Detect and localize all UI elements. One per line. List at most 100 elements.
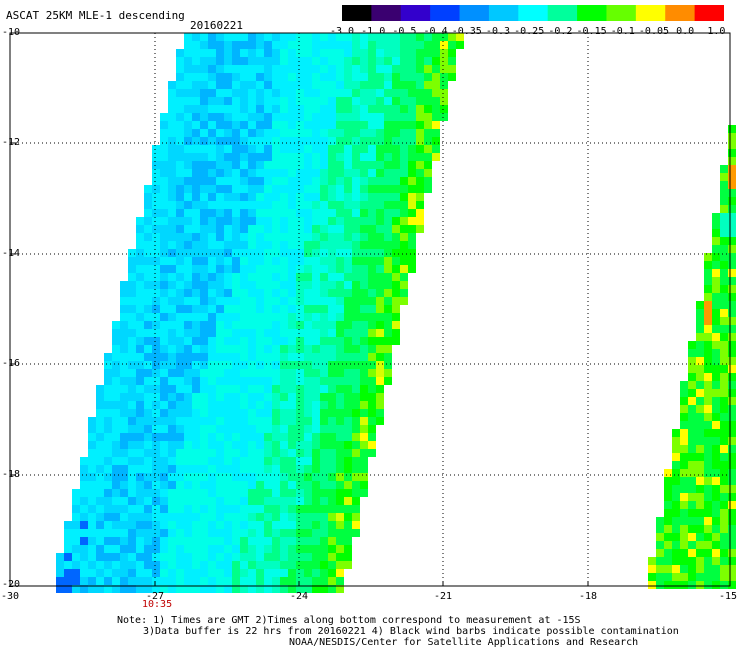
map-cell bbox=[184, 537, 192, 545]
map-cell bbox=[344, 305, 352, 313]
map-cell bbox=[296, 393, 304, 401]
map-cell bbox=[296, 265, 304, 273]
map-cell bbox=[328, 329, 336, 337]
map-cell bbox=[728, 357, 736, 365]
map-cell bbox=[344, 385, 352, 393]
map-cell bbox=[224, 457, 232, 465]
map-cell bbox=[720, 349, 728, 357]
map-cell bbox=[400, 281, 408, 289]
map-cell bbox=[312, 449, 320, 457]
map-cell bbox=[208, 177, 216, 185]
map-cell bbox=[200, 161, 208, 169]
map-cell bbox=[112, 401, 120, 409]
map-cell bbox=[680, 541, 688, 549]
map-cell bbox=[232, 497, 240, 505]
map-cell bbox=[688, 493, 696, 501]
map-cell bbox=[704, 421, 712, 429]
map-cell bbox=[184, 73, 192, 81]
map-cell bbox=[656, 525, 664, 533]
map-cell bbox=[272, 361, 280, 369]
map-cell bbox=[432, 33, 440, 41]
map-cell bbox=[264, 201, 272, 209]
map-cell bbox=[120, 505, 128, 513]
map-cell bbox=[160, 281, 168, 289]
map-cell bbox=[432, 105, 440, 113]
map-cell bbox=[272, 241, 280, 249]
map-cell bbox=[376, 345, 384, 353]
map-cell bbox=[112, 449, 120, 457]
map-cell bbox=[264, 161, 272, 169]
map-cell bbox=[344, 401, 352, 409]
map-cell bbox=[152, 545, 160, 553]
map-cell bbox=[80, 561, 88, 569]
map-cell bbox=[216, 561, 224, 569]
colorbar-segment bbox=[694, 5, 724, 21]
map-cell bbox=[400, 249, 408, 257]
map-cell bbox=[320, 441, 328, 449]
map-cell bbox=[320, 577, 328, 585]
map-cell bbox=[384, 201, 392, 209]
map-cell bbox=[216, 121, 224, 129]
map-cell bbox=[312, 177, 320, 185]
map-cell bbox=[120, 497, 128, 505]
map-cell bbox=[352, 329, 360, 337]
west-swath bbox=[56, 33, 464, 593]
map-cell bbox=[240, 553, 248, 561]
map-cell bbox=[312, 409, 320, 417]
map-cell bbox=[344, 369, 352, 377]
map-cell bbox=[344, 505, 352, 513]
map-cell bbox=[328, 377, 336, 385]
map-cell bbox=[360, 401, 368, 409]
map-cell bbox=[280, 265, 288, 273]
map-cell bbox=[344, 169, 352, 177]
map-cell bbox=[272, 537, 280, 545]
lat-label: -12 bbox=[2, 137, 21, 148]
map-cell bbox=[272, 521, 280, 529]
map-cell bbox=[312, 217, 320, 225]
map-cell bbox=[368, 105, 376, 113]
map-cell bbox=[160, 113, 168, 121]
map-cell bbox=[184, 345, 192, 353]
map-cell bbox=[72, 561, 80, 569]
map-cell bbox=[168, 137, 176, 145]
map-cell bbox=[360, 305, 368, 313]
map-cell bbox=[200, 433, 208, 441]
colorbar-tick: -0.1 bbox=[610, 26, 635, 37]
map-cell bbox=[256, 305, 264, 313]
map-cell bbox=[368, 337, 376, 345]
map-cell bbox=[376, 329, 384, 337]
map-cell bbox=[408, 225, 416, 233]
map-cell bbox=[184, 161, 192, 169]
map-cell bbox=[80, 577, 88, 585]
map-cell bbox=[336, 321, 344, 329]
map-cell bbox=[376, 233, 384, 241]
map-cell bbox=[352, 57, 360, 65]
map-cell bbox=[168, 369, 176, 377]
map-cell bbox=[680, 509, 688, 517]
map-cell bbox=[200, 465, 208, 473]
map-cell bbox=[264, 225, 272, 233]
map-cell bbox=[272, 89, 280, 97]
map-cell bbox=[312, 369, 320, 377]
map-cell bbox=[376, 177, 384, 185]
map-cell bbox=[320, 545, 328, 553]
map-cell bbox=[688, 365, 696, 373]
map-cell bbox=[384, 57, 392, 65]
lon-label: -30 bbox=[0, 591, 20, 602]
map-cell bbox=[728, 141, 736, 149]
map-cell bbox=[336, 521, 344, 529]
map-cell bbox=[256, 161, 264, 169]
map-cell bbox=[224, 89, 232, 97]
map-cell bbox=[368, 417, 376, 425]
map-cell bbox=[312, 121, 320, 129]
map-cell bbox=[224, 313, 232, 321]
map-cell bbox=[248, 321, 256, 329]
map-cell bbox=[176, 377, 184, 385]
map-cell bbox=[688, 453, 696, 461]
map-cell bbox=[704, 349, 712, 357]
map-cell bbox=[416, 41, 424, 49]
map-cell bbox=[352, 425, 360, 433]
map-cell bbox=[104, 353, 112, 361]
map-cell bbox=[368, 65, 376, 73]
map-cell bbox=[272, 497, 280, 505]
